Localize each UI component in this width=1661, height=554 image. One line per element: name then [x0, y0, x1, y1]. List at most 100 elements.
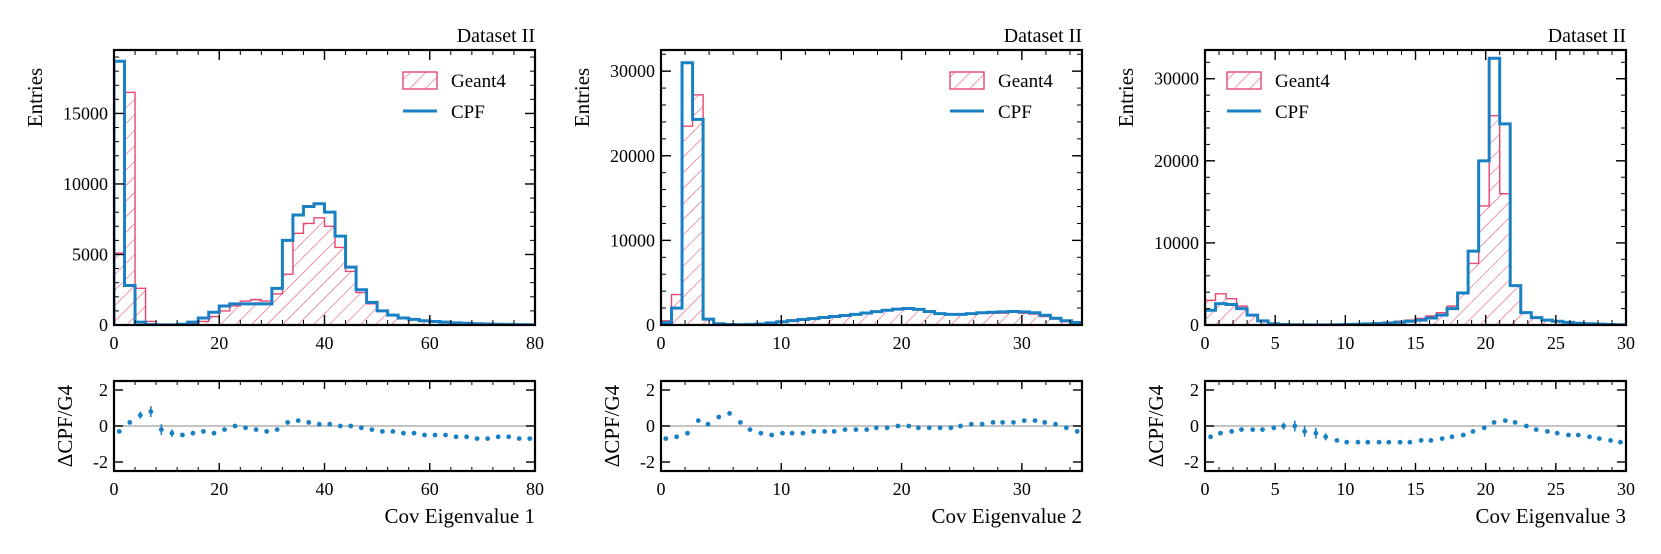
x-tick-label: 30 — [1617, 333, 1635, 353]
ratio-point — [243, 425, 248, 431]
ratio-point — [1292, 423, 1298, 429]
ratio-point — [1418, 438, 1424, 443]
y-tick-label: 30000 — [610, 61, 655, 81]
y-tick-label: 10000 — [63, 174, 108, 194]
ratio-x-tick-label: 30 — [1013, 479, 1031, 499]
chart-panel-2: 001010202030300100002000030000EntriesDat… — [570, 25, 1084, 528]
ratio-point — [1449, 434, 1455, 440]
ratio-point — [443, 432, 448, 438]
ratio-point — [1407, 439, 1413, 445]
ratio-point — [474, 436, 480, 441]
ratio-y-tick-label: 2 — [646, 380, 655, 400]
y-tick-label: 0 — [646, 315, 655, 335]
ratio-point — [1376, 439, 1382, 445]
ratio-point — [695, 418, 701, 423]
main-plot-area — [114, 59, 535, 325]
ratio-point — [180, 432, 185, 438]
x-tick-label: 10 — [1336, 333, 1354, 353]
ratio-point — [769, 432, 775, 438]
x-tick-label: 0 — [110, 333, 119, 353]
ratio-point — [780, 430, 785, 436]
geant4-hist-fill — [114, 92, 535, 325]
ratio-point — [884, 425, 890, 431]
x-tick-label: 80 — [526, 333, 544, 353]
ratio-point — [1608, 438, 1613, 443]
x-tick-label: 10 — [772, 333, 790, 353]
ratio-point — [895, 423, 901, 429]
y-tick-label: 20000 — [1154, 151, 1199, 171]
ratio-y-tick-label: -2 — [1184, 452, 1199, 472]
ratio-point — [158, 427, 164, 432]
x-axis-label: Cov Eigenvalue 1 — [385, 504, 535, 528]
geant4-hist-fill — [1205, 115, 1626, 325]
ratio-point — [1596, 436, 1602, 441]
geant4-hist-fill — [661, 94, 1082, 325]
ratio-point — [1428, 438, 1434, 443]
x-tick-label: 25 — [1547, 333, 1565, 353]
ratio-point — [979, 421, 985, 427]
ratio-point — [1481, 425, 1487, 431]
ratio-point — [190, 430, 196, 436]
ratio-y-axis-label: ΔCPF/G4 — [1144, 384, 1168, 467]
ratio-point — [516, 436, 522, 441]
ratio-x-tick-label: 40 — [316, 479, 334, 499]
ratio-y-tick-label: 0 — [1190, 416, 1199, 436]
ratio-point — [789, 430, 795, 436]
ratio-point — [1042, 420, 1048, 425]
x-tick-label: 30 — [1013, 333, 1031, 353]
y-tick-label: 30000 — [1154, 69, 1199, 89]
ratio-point — [1239, 427, 1244, 432]
ratio-point — [148, 409, 154, 414]
ratio-y-tick-label: -2 — [93, 452, 108, 472]
ratio-point — [737, 420, 743, 425]
ratio-point — [1011, 420, 1016, 425]
ratio-point — [316, 421, 322, 427]
ratio-point — [822, 429, 827, 434]
ratio-point — [348, 423, 354, 429]
ratio-point — [337, 423, 343, 429]
y-tick-label: 5000 — [72, 244, 108, 264]
ratio-point — [432, 432, 438, 438]
panel-title: Dataset II — [1004, 25, 1082, 47]
ratio-point — [1365, 439, 1371, 445]
ratio-point — [369, 427, 375, 432]
ratio-point — [1271, 425, 1277, 431]
ratio-x-tick-label: 10 — [772, 479, 790, 499]
ratio-point — [1439, 436, 1445, 441]
y-tick-label: 20000 — [610, 146, 655, 166]
chart-panel-1: 002020404060608080050001000015000Entries… — [23, 25, 544, 528]
ratio-point — [253, 427, 259, 432]
ratio-point — [685, 430, 690, 436]
legend-cpf-label: CPF — [1275, 102, 1309, 123]
ratio-x-tick-label: 20 — [1477, 479, 1495, 499]
main-axes-frame — [1203, 48, 1628, 327]
ratio-point — [1617, 439, 1623, 445]
ratio-point — [1344, 439, 1350, 445]
ratio-point — [1512, 420, 1518, 425]
ratio-y-tick-label: -2 — [640, 452, 655, 472]
ratio-point — [716, 414, 722, 420]
ratio-point — [1229, 429, 1235, 434]
ratio-point — [1000, 420, 1006, 425]
ratio-point — [831, 429, 837, 434]
ratio-point — [674, 434, 680, 440]
ratio-y-tick-label: 2 — [99, 380, 108, 400]
ratio-point — [1460, 432, 1466, 438]
x-tick-label: 40 — [316, 333, 334, 353]
ratio-point — [1074, 429, 1080, 434]
ratio-point — [968, 421, 974, 427]
ratio-point — [137, 412, 143, 418]
y-tick-label: 15000 — [63, 103, 108, 123]
ratio-point — [306, 420, 312, 425]
ratio-x-tick-label: 5 — [1271, 479, 1280, 499]
ratio-x-tick-label: 0 — [110, 479, 119, 499]
legend-geant4-swatch — [949, 71, 985, 90]
ratio-point — [958, 423, 963, 429]
y-tick-label: 10000 — [610, 230, 655, 250]
y-tick-label: 10000 — [1154, 233, 1199, 253]
ratio-point — [232, 423, 238, 429]
panel-title: Dataset II — [457, 25, 535, 47]
ratio-point — [1053, 421, 1058, 427]
ratio-point — [758, 430, 764, 436]
